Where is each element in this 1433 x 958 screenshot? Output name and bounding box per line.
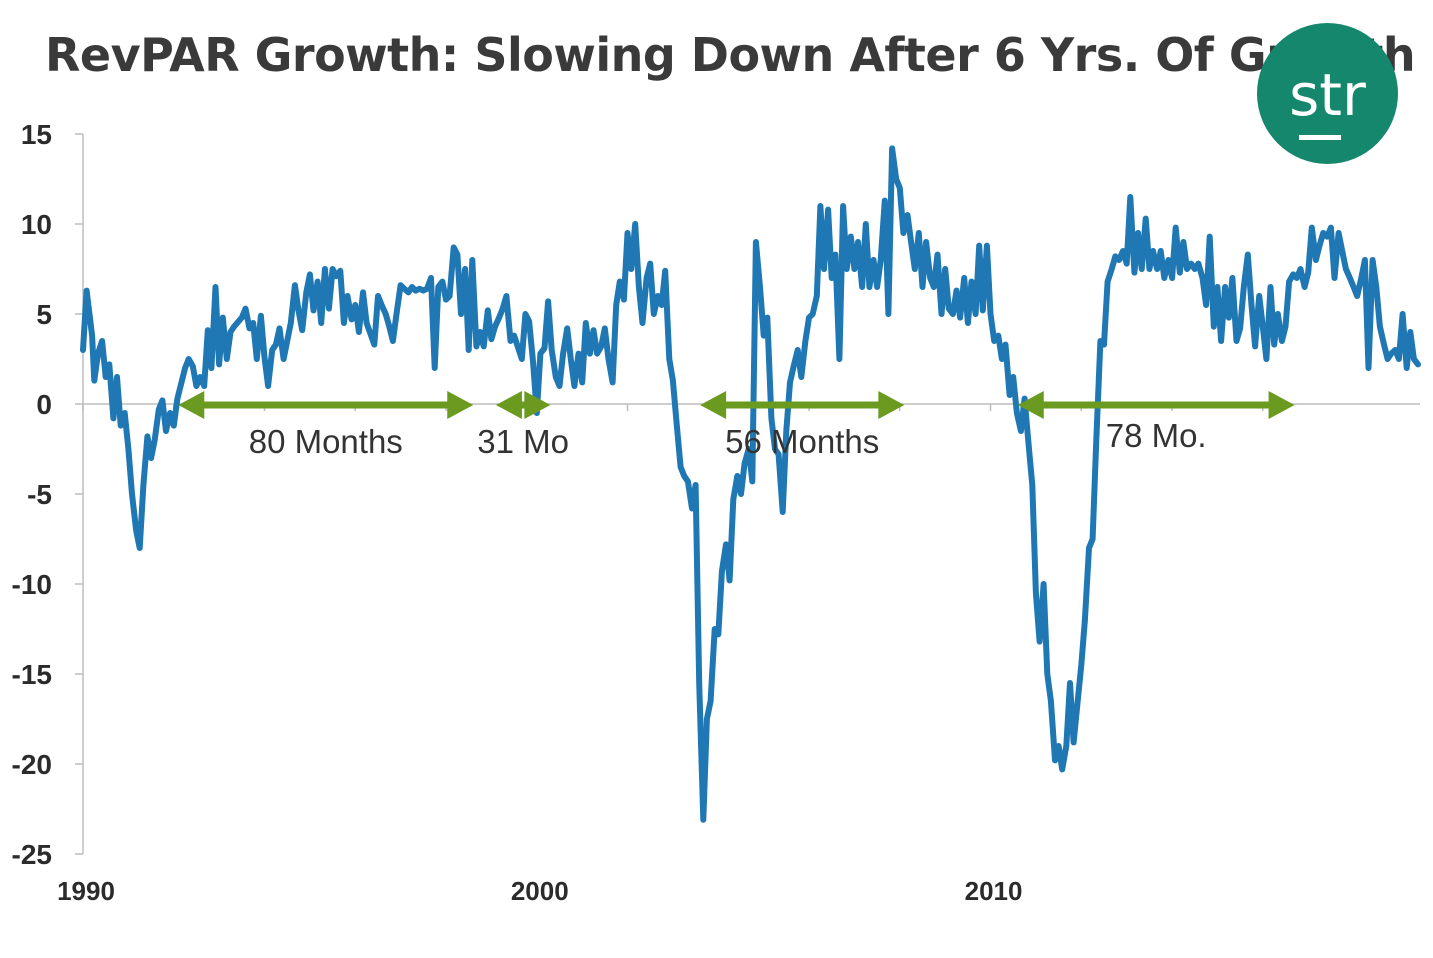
revpar-growth-line [80, 145, 1421, 823]
y-tick-label: -25 [12, 839, 52, 870]
arrow-head-left [178, 391, 205, 419]
chart-annotations: 80 Months 31 Mo 56 Months 78 Mo. [178, 391, 1295, 460]
str-logo: str [1257, 23, 1398, 164]
growth-period-annotation: 78 Mo. [1017, 391, 1295, 454]
arrow-head-right [1268, 391, 1295, 419]
growth-period-annotation: 80 Months [178, 391, 474, 460]
y-tick-label: -10 [12, 569, 52, 600]
growth-period-annotation: 31 Mo [477, 391, 569, 460]
y-tick-label: 0 [36, 389, 52, 420]
chart-title: RevPAR Growth: Slowing Down After 6 Yrs.… [45, 28, 1416, 82]
arrow-head-right [878, 391, 905, 419]
arrow-head-left [700, 391, 727, 419]
x-tick-label: 1990 [57, 876, 115, 906]
str-logo-underline [1299, 135, 1341, 140]
growth-period-label: 78 Mo. [1106, 417, 1207, 454]
growth-period-label: 80 Months [249, 423, 403, 460]
growth-period-label: 56 Months [725, 423, 879, 460]
x-tick-label: 2010 [965, 876, 1023, 906]
y-tick-label: 5 [36, 299, 52, 330]
x-tick-label: 2000 [511, 876, 569, 906]
y-tick-label: 10 [21, 209, 52, 240]
y-tick-label: 15 [21, 119, 52, 150]
chart-series [80, 145, 1421, 823]
arrow-head-left [1017, 391, 1044, 419]
y-tick-label: -15 [12, 659, 52, 690]
arrow-head-right [524, 391, 551, 419]
growth-period-annotation: 56 Months [700, 391, 905, 460]
growth-period-label: 31 Mo [477, 423, 569, 460]
arrow-head-left [495, 391, 522, 419]
y-tick-label: -5 [27, 479, 52, 510]
y-tick-label: -20 [12, 749, 52, 780]
str-logo-text: str [1289, 61, 1366, 129]
arrow-head-right [447, 391, 474, 419]
